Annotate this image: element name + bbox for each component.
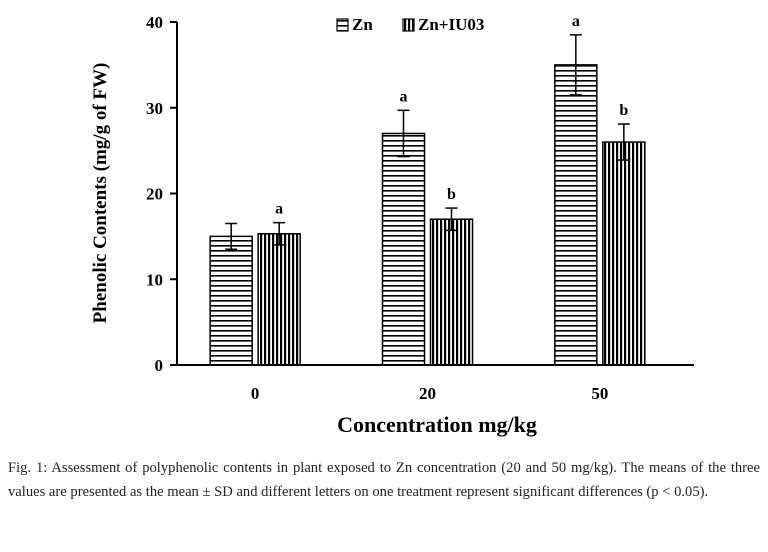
significance-letter: a xyxy=(400,88,408,105)
x-axis-ticks: 0 20 50 xyxy=(251,384,608,403)
bar-chart: Zn Zn+IU03 0 10 20 30 40 0 20 50 a a b a b Phenolic… xyxy=(90,13,694,437)
y-tick-label: 10 xyxy=(146,270,163,289)
y-tick-label: 30 xyxy=(146,99,163,118)
significance-letter: a xyxy=(572,13,580,30)
legend-label: Zn xyxy=(352,15,373,34)
bar-zn xyxy=(209,235,253,366)
legend-swatch xyxy=(402,18,415,32)
bar-zn xyxy=(554,64,598,366)
legend-label: Zn+IU03 xyxy=(418,15,484,34)
bar-zn-iu03 xyxy=(602,141,646,366)
x-tick-label: 0 xyxy=(251,384,260,403)
y-tick-label: 40 xyxy=(146,13,163,32)
figure-caption: Fig. 1: Assessment of polyphenolic conte… xyxy=(8,460,760,500)
bar-zn-iu03 xyxy=(257,233,301,366)
bars: a a b a b xyxy=(209,13,646,366)
significance-letter: a xyxy=(275,201,283,218)
y-tick-label: 20 xyxy=(146,185,163,204)
x-tick-label: 50 xyxy=(591,384,608,403)
y-axis-title: Phenolic Contents (mg/g of FW) xyxy=(90,63,111,324)
x-tick-label: 20 xyxy=(419,384,436,403)
bar-zn-iu03 xyxy=(429,218,474,366)
axes xyxy=(176,22,694,366)
legend: Zn Zn+IU03 xyxy=(336,15,484,34)
y-tick-label: 0 xyxy=(155,356,164,375)
bar-zn xyxy=(381,132,426,366)
significance-letter: b xyxy=(447,186,456,203)
x-axis-title: Concentration mg/kg xyxy=(337,412,537,437)
legend-swatch xyxy=(336,18,349,32)
y-axis-ticks: 0 10 20 30 40 xyxy=(146,13,177,375)
significance-letter: b xyxy=(619,102,628,119)
